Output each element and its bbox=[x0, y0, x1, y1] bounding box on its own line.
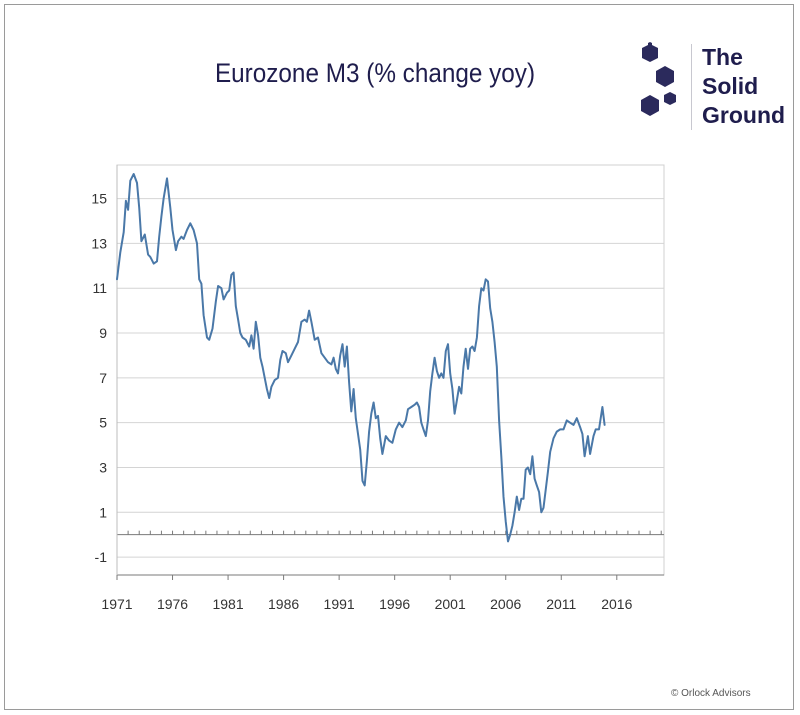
plot-area bbox=[116, 164, 665, 576]
logo-hexagon-top bbox=[642, 44, 658, 62]
y-tick-label: 13 bbox=[91, 235, 107, 251]
logo-hexagon-middle bbox=[656, 66, 674, 87]
chart-frame bbox=[4, 4, 794, 710]
logo-hexagon-bottom bbox=[641, 95, 659, 116]
hexagon-cluster-icon bbox=[641, 42, 676, 116]
series-line bbox=[116, 173, 606, 543]
logo-line-3: Ground bbox=[702, 102, 786, 128]
x-tick-label: 1991 bbox=[324, 596, 355, 612]
x-tick-label: 1976 bbox=[157, 596, 188, 612]
logo-hexagon-bottom-right bbox=[664, 92, 676, 105]
x-tick-label: 2011 bbox=[546, 596, 576, 612]
x-tick-label: 1971 bbox=[101, 596, 132, 612]
logo-hexagon-top-small bbox=[648, 42, 652, 46]
logo-line-1: The bbox=[702, 44, 743, 70]
y-tick-label: 3 bbox=[99, 459, 107, 475]
x-tick-label: 2016 bbox=[601, 596, 632, 612]
x-tick-label: 1996 bbox=[379, 596, 410, 612]
chart-title: Eurozone M3 (% change yoy) bbox=[214, 58, 536, 88]
y-tick-label: 5 bbox=[99, 415, 107, 431]
y-tick-label: -1 bbox=[95, 549, 108, 565]
copyright-notice: © Orlock Advisors bbox=[671, 688, 751, 699]
logo-wordmark: The Solid Ground bbox=[702, 43, 785, 130]
x-tick-label: 2001 bbox=[435, 596, 466, 612]
y-tick-label: 7 bbox=[99, 370, 107, 386]
y-tick-label: 15 bbox=[91, 191, 107, 207]
x-tick-label: 1981 bbox=[212, 596, 243, 612]
logo-line-2: Solid bbox=[702, 73, 759, 99]
y-tick-label: 9 bbox=[99, 325, 107, 341]
x-tick-label: 1986 bbox=[268, 596, 299, 612]
logo-divider bbox=[691, 44, 692, 130]
y-tick-label: 1 bbox=[99, 504, 107, 520]
x-tick-label: 2006 bbox=[490, 596, 521, 612]
y-tick-label: 11 bbox=[92, 280, 107, 296]
